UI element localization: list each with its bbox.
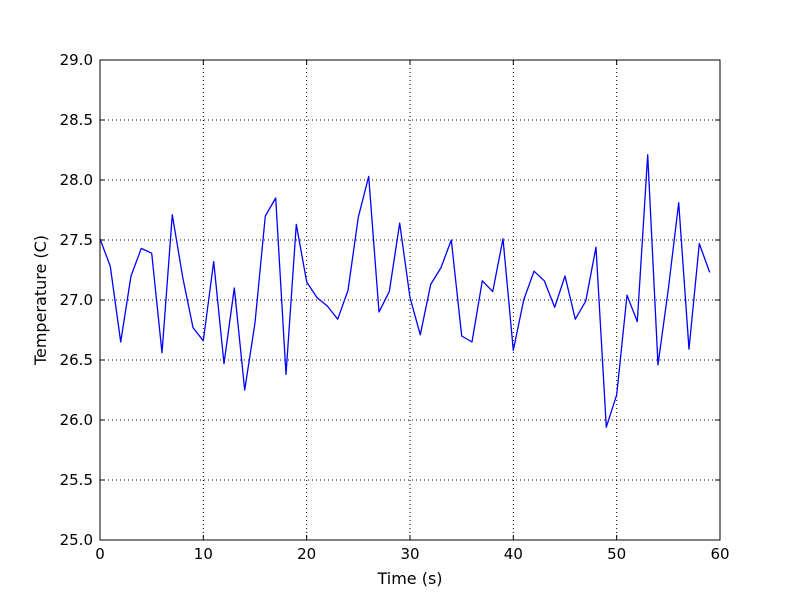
y-axis-tick-labels: 25.0 25.5 26.0 26.5 27.0 27.5 28.0 28.5 29.0: [60, 51, 93, 549]
y-tick-label: 25.5: [60, 471, 93, 489]
y-tick-label: 28.5: [60, 111, 93, 129]
x-tick-label: 50: [607, 545, 626, 563]
y-tick-label: 26.0: [60, 411, 93, 429]
x-tick-label: 0: [95, 545, 105, 563]
y-tick-label: 27.5: [60, 231, 93, 249]
temperature-series-line: [99, 154, 711, 428]
x-tick-label: 10: [194, 545, 213, 563]
y-tick-label: 26.5: [60, 351, 93, 369]
x-axis-title: Time (s): [376, 569, 442, 588]
y-tick-label: 25.0: [60, 531, 93, 549]
data-series: [99, 154, 711, 428]
grid-lines: [100, 60, 720, 540]
y-axis-title: Temperature (C): [31, 235, 50, 366]
x-tick-label: 30: [400, 545, 419, 563]
x-tick-label: 20: [297, 545, 316, 563]
y-tick-label: 27.0: [60, 291, 93, 309]
x-tick-label: 60: [710, 545, 729, 563]
y-tick-label: 29.0: [60, 51, 93, 69]
axis-ticks: [99, 59, 721, 541]
x-axis-tick-labels: 0 10 20 30 40 50 60: [95, 545, 729, 563]
x-tick-label: 40: [504, 545, 523, 563]
y-tick-label: 28.0: [60, 171, 93, 189]
